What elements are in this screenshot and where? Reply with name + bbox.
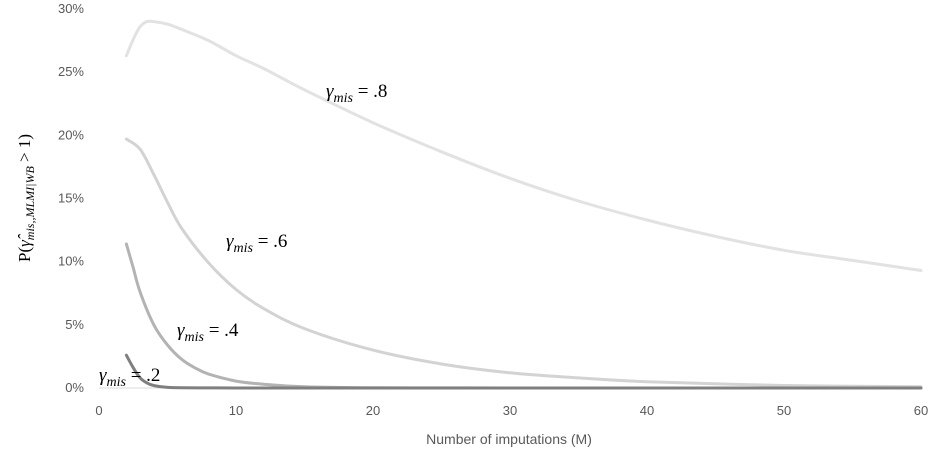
series-lines <box>124 19 923 390</box>
y-axis-title-prefix: P( <box>15 247 34 262</box>
series-annotation: γmis = .8 <box>326 81 387 106</box>
x-tick-label: 60 <box>914 403 928 418</box>
y-axis-title-subscript: mis,,MLMI|WB <box>23 166 37 241</box>
y-tick-label: 15% <box>58 191 84 206</box>
x-tick-label: 0 <box>95 403 102 418</box>
y-tick-labels: 0% 5% 10% 15% 20% 25% 30% <box>58 1 84 395</box>
series-annotation: γmis = .6 <box>226 231 287 256</box>
y-tick-label: 5% <box>65 317 84 332</box>
y-tick-label: 0% <box>65 380 84 395</box>
series-annotation: γmis = .2 <box>99 365 160 390</box>
x-tick-label: 10 <box>229 403 243 418</box>
y-tick-label: 30% <box>58 1 84 16</box>
series-annotations: γmis = .2 γmis = .4 γmis = .6 γmis = .8 <box>99 81 387 390</box>
x-tick-label: 30 <box>503 403 517 418</box>
series-line <box>124 19 923 272</box>
x-tick-label: 40 <box>640 403 654 418</box>
x-axis-title: Number of imputations (M) <box>426 431 592 447</box>
series-line <box>124 353 923 390</box>
series-annotation: γmis = .4 <box>177 320 239 345</box>
y-tick-label: 20% <box>58 127 84 142</box>
x-tick-label: 20 <box>366 403 380 418</box>
x-tick-label: 50 <box>777 403 791 418</box>
series-line <box>124 242 923 390</box>
x-tick-labels: 0 10 20 30 40 50 60 <box>95 403 928 418</box>
y-axis-title-suffix: > 1) <box>15 134 34 166</box>
y-tick-label: 25% <box>58 64 84 79</box>
series-line <box>124 137 923 389</box>
y-axis-title: P(γ̂mis,,MLMI|WB > 1) <box>15 134 37 262</box>
y-tick-label: 10% <box>58 254 84 269</box>
